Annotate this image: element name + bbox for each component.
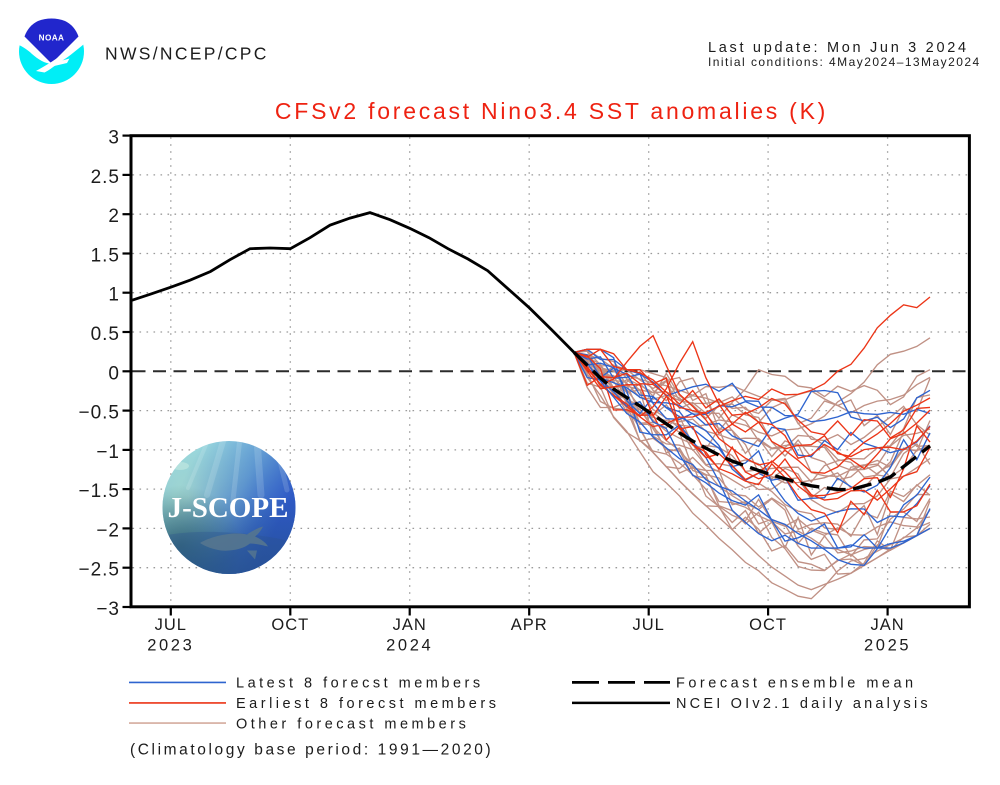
- svg-text:0: 0: [108, 363, 120, 384]
- svg-text:2024: 2024: [386, 637, 433, 655]
- svg-text:2025: 2025: [864, 637, 911, 655]
- svg-text:OCT: OCT: [271, 616, 309, 634]
- svg-text:1.5: 1.5: [91, 246, 120, 267]
- svg-text:2.5: 2.5: [91, 167, 120, 188]
- svg-text:JAN: JAN: [871, 616, 905, 634]
- svg-text:−1: −1: [96, 442, 120, 463]
- svg-text:NCEI OIv2.1 daily analysis: NCEI OIv2.1 daily analysis: [676, 696, 931, 712]
- svg-text:Earliest 8 forecst members: Earliest 8 forecst members: [236, 696, 499, 712]
- svg-text:Other forecast members: Other forecast members: [236, 716, 469, 732]
- svg-text:J-SCOPE: J-SCOPE: [168, 492, 289, 524]
- svg-text:1: 1: [108, 285, 120, 306]
- svg-text:2023: 2023: [147, 637, 194, 655]
- svg-text:CFSv2 forecast Nino3.4 SST ano: CFSv2 forecast Nino3.4 SST anomalies (K): [275, 98, 828, 124]
- svg-text:−0.5: −0.5: [78, 403, 120, 424]
- svg-text:JUL: JUL: [155, 616, 187, 634]
- svg-text:JAN: JAN: [393, 616, 427, 634]
- svg-text:0.5: 0.5: [91, 324, 120, 345]
- svg-text:2: 2: [108, 206, 120, 227]
- svg-text:−3: −3: [96, 599, 120, 620]
- svg-text:NWS/NCEP/CPC: NWS/NCEP/CPC: [105, 44, 269, 64]
- svg-text:Forecast ensemble mean: Forecast ensemble mean: [676, 676, 917, 692]
- svg-text:−2: −2: [96, 520, 120, 541]
- svg-text:Latest 8 forecst members: Latest 8 forecst members: [236, 676, 484, 692]
- svg-text:Initial conditions: 4May2024–1: Initial conditions: 4May2024–13May2024: [708, 55, 981, 69]
- svg-text:−1.5: −1.5: [78, 481, 120, 502]
- svg-text:−2.5: −2.5: [78, 560, 120, 581]
- svg-text:APR: APR: [511, 616, 548, 634]
- svg-text:Last update: Mon Jun 3 2024: Last update: Mon Jun 3 2024: [708, 40, 969, 56]
- svg-text:(Climatology base period: 1991: (Climatology base period: 1991—2020): [130, 742, 493, 759]
- svg-text:NOAA: NOAA: [39, 34, 65, 43]
- svg-text:OCT: OCT: [749, 616, 787, 634]
- svg-text:JUL: JUL: [633, 616, 665, 634]
- svg-text:3: 3: [108, 128, 120, 149]
